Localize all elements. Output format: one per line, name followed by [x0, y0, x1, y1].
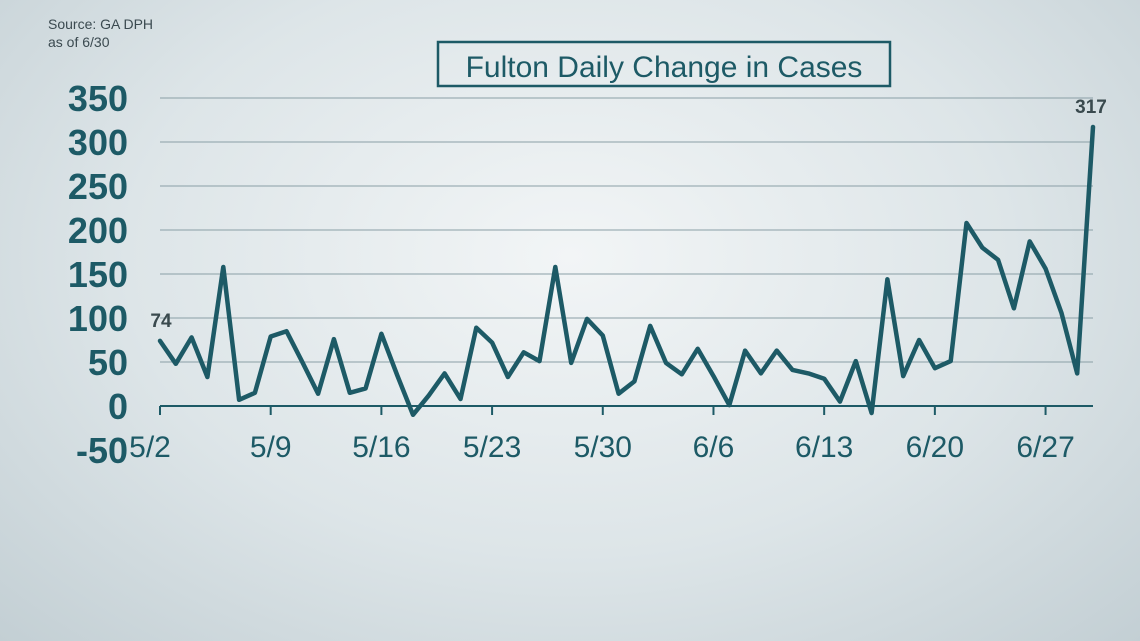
x-tick-label: 6/20	[906, 431, 964, 464]
x-tick-label: 6/13	[795, 431, 853, 464]
y-tick-label: 50	[88, 342, 128, 383]
y-tick-label: 100	[68, 298, 128, 339]
data-labels: 74 317	[150, 97, 1106, 332]
x-tick-label: 5/23	[463, 431, 521, 464]
y-tick-label: 200	[68, 210, 128, 251]
source-line: Source: GA DPH	[48, 16, 154, 32]
data-label: 74	[150, 311, 172, 332]
y-tick-label: 0	[108, 386, 128, 427]
x-tick-label: 6/27	[1016, 431, 1074, 464]
y-tick-label: -50	[76, 430, 128, 471]
x-tick-label: 5/2	[129, 431, 171, 464]
y-tick-label: 150	[68, 254, 128, 295]
source-note: Source: GA DPH as of 6/30	[48, 15, 153, 51]
x-axis: 5/2 5/9 5/16 5/23 5/30 6/6 6/13 6/20 6/27	[129, 405, 1093, 464]
as-of-line: as of 6/30	[48, 34, 110, 50]
chart-title: Fulton Daily Change in Cases	[466, 51, 863, 84]
y-tick-label: 350	[68, 78, 128, 119]
title-box	[436, 40, 892, 88]
x-tick-label: 5/16	[352, 431, 410, 464]
data-label: 317	[1075, 97, 1107, 118]
y-tick-label: 300	[68, 122, 128, 163]
x-tick-label: 6/6	[693, 431, 735, 464]
x-tick-label: 5/30	[574, 431, 632, 464]
y-tick-label: 250	[68, 166, 128, 207]
series-line	[157, 124, 1096, 418]
x-tick-label: 5/9	[250, 431, 292, 464]
